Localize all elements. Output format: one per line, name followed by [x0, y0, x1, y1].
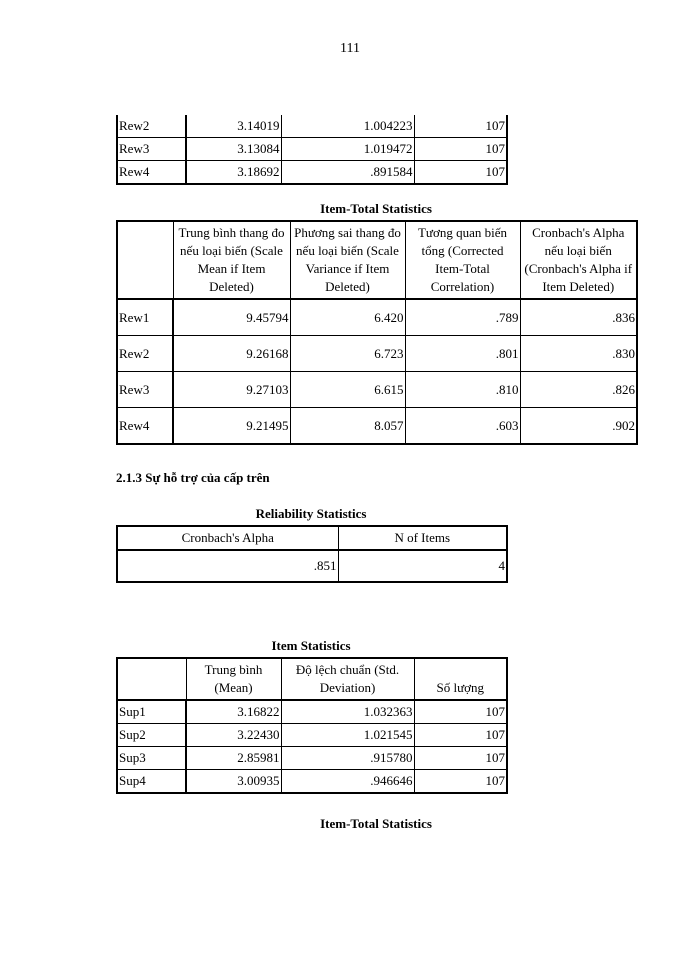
cell-value: 2.85981 [185, 746, 282, 770]
row-label: Rew2 [116, 335, 174, 372]
cell-value: .789 [404, 298, 521, 336]
column-header: Tương quan biến tổng (Corrected Item-Tot… [404, 220, 521, 300]
row-label: Sup1 [116, 699, 187, 724]
cell-value: 9.27103 [172, 371, 291, 408]
table-row: Sup4 3.00935.946646 107 [116, 769, 508, 794]
cell-value: .801 [404, 335, 521, 372]
table-row: Rew2 3.14019 1.004223 107 [116, 115, 508, 138]
cell-value: .603 [404, 407, 521, 445]
cell-value: 9.21495 [172, 407, 291, 445]
cell-value: .946646 [280, 769, 415, 794]
cell-value: 107 [413, 723, 508, 747]
cell-value: 1.021545 [280, 723, 415, 747]
cell-value: .826 [519, 371, 638, 408]
table-row: Sup2 3.22430 1.021545 107 [116, 723, 508, 747]
cell-value: 107 [413, 115, 508, 138]
row-label: Sup4 [116, 769, 187, 794]
header-row: Trung bình (Mean) Độ lệch chuẩn (Std. Dev… [116, 657, 508, 701]
cell-value: 107 [413, 160, 508, 185]
row-label: Sup3 [116, 746, 187, 770]
cell-value: 8.057 [289, 407, 406, 445]
sup-item-stats-title: Item Statistics [271, 638, 351, 653]
rew-item-total-title: Item-Total Statistics [320, 201, 432, 216]
cell-value: .836 [519, 298, 638, 336]
column-header: N of Items [337, 525, 508, 551]
cell-value: 107 [413, 699, 508, 724]
column-header [116, 657, 187, 701]
cell-value: 107 [413, 769, 508, 794]
column-header [116, 220, 174, 300]
sup-item-total-title: Item-Total Statistics [320, 816, 432, 831]
cell-value: 3.16822 [185, 699, 282, 724]
table-row: Rew4 3.18692.891584 107 [116, 160, 508, 185]
sup-item-stats-table: Trung bình (Mean) Độ lệch chuẩn (Std. Dev… [116, 657, 508, 794]
cell-value: 3.00935 [185, 769, 282, 794]
column-header: Cronbach's Alpha [116, 525, 339, 551]
cell-value: .851 [116, 549, 339, 583]
cell-value: 4 [337, 549, 508, 583]
cell-value: .830 [519, 335, 638, 372]
column-header: Số lượng [413, 657, 508, 701]
cell-value: 1.032363 [280, 699, 415, 724]
cell-value: 3.13084 [185, 137, 282, 161]
cell-value: .810 [404, 371, 521, 408]
row-label: Sup2 [116, 723, 187, 747]
cell-value: 6.420 [289, 298, 406, 336]
cell-value: 1.019472 [280, 137, 415, 161]
table-row: Rew3 9.27103 6.615.810.826 [116, 371, 638, 408]
sup-reliability-table: Cronbach's Alpha N of Items .851 4 [116, 525, 508, 583]
table-row: Sup3 2.85981.915780 107 [116, 746, 508, 770]
cell-value: .891584 [280, 160, 415, 185]
column-header: Phương sai thang đo nếu loại biến (Scale… [289, 220, 406, 300]
section-heading: 2.1.3 Sự hỗ trợ của cấp trên [116, 470, 270, 485]
sup-reliability-title: Reliability Statistics [255, 506, 367, 521]
rew-item-stats-table: Rew2 3.14019 1.004223 107 Rew3 3.13084 1.01947… [116, 115, 508, 185]
cell-value: 3.18692 [185, 160, 282, 185]
column-header: Cronbach's Alpha nếu loại biến (Cronbach… [519, 220, 638, 300]
row-label: Rew1 [116, 298, 174, 336]
row-label: Rew3 [116, 371, 174, 408]
table-row: Rew4 9.21495 8.057.603.902 [116, 407, 638, 445]
cell-value: 9.45794 [172, 298, 291, 336]
cell-value: 107 [413, 137, 508, 161]
cell-value: 1.004223 [280, 115, 415, 138]
page-number: 111 [340, 41, 360, 56]
table-row: Rew1 9.45794 6.420.789.836 [116, 298, 638, 336]
table-row: Rew3 3.13084 1.019472 107 [116, 137, 508, 161]
header-row: Cronbach's Alpha N of Items [116, 525, 508, 551]
header-row: Trung bình thang đo nếu loại biến (Scale… [116, 220, 638, 300]
column-header: Trung bình thang đo nếu loại biến (Scale… [172, 220, 291, 300]
cell-value: 3.14019 [185, 115, 282, 138]
row-label: Rew3 [116, 137, 187, 161]
row-label: Rew2 [116, 115, 187, 138]
cell-value: 107 [413, 746, 508, 770]
cell-value: 3.22430 [185, 723, 282, 747]
column-header: Độ lệch chuẩn (Std. Deviation) [280, 657, 415, 701]
cell-value: 9.26168 [172, 335, 291, 372]
cell-value: .902 [519, 407, 638, 445]
column-header: Trung bình (Mean) [185, 657, 282, 701]
table-row: Rew2 9.26168 6.723.801.830 [116, 335, 638, 372]
table-row: Sup1 3.16822 1.032363 107 [116, 699, 508, 724]
row-label: Rew4 [116, 407, 174, 445]
rew-item-total-table: Trung bình thang đo nếu loại biến (Scale… [116, 220, 638, 445]
cell-value: .915780 [280, 746, 415, 770]
row-label: Rew4 [116, 160, 187, 185]
cell-value: 6.723 [289, 335, 406, 372]
cell-value: 6.615 [289, 371, 406, 408]
table-row: .851 4 [116, 549, 508, 583]
